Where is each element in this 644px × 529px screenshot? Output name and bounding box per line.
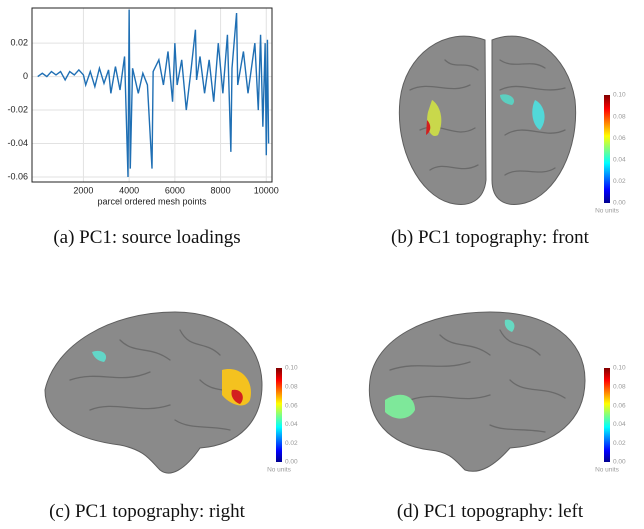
colorbar bbox=[276, 368, 282, 462]
colorbar-tick-label: 0.04 bbox=[285, 421, 298, 428]
x-tick-label: 2000 bbox=[73, 185, 93, 195]
x-tick-label: 10000 bbox=[254, 185, 279, 195]
caption: (d) PC1 topography: left bbox=[397, 501, 584, 522]
colorbar-tick-label: 0.04 bbox=[613, 421, 626, 428]
y-tick-label: 0 bbox=[23, 71, 28, 81]
colorbar-tick-label: 0.08 bbox=[613, 113, 626, 120]
brain-right bbox=[45, 312, 262, 473]
colorbar bbox=[604, 368, 610, 462]
colorbar-unit-label: No units bbox=[267, 467, 292, 474]
brain-front bbox=[399, 36, 575, 204]
data-line bbox=[38, 10, 269, 177]
colorbar-unit-label: No units bbox=[595, 208, 620, 215]
y-tick-label: -0.02 bbox=[7, 104, 28, 114]
colorbar bbox=[604, 95, 610, 203]
figure: 0.02 0 -0.02 -0.04 -0.06 2000 4000 6000 8000 1000… bbox=[0, 0, 644, 529]
y-tick-label: -0.06 bbox=[7, 171, 28, 181]
caption: (a) PC1: source loadings bbox=[53, 227, 240, 248]
caption: (b) PC1 topography: front bbox=[391, 227, 590, 248]
colorbar-tick-label: 0.10 bbox=[613, 365, 626, 372]
colorbar-tick-label: 0.00 bbox=[613, 200, 626, 207]
colorbar-tick-label: 0.10 bbox=[613, 92, 626, 99]
colorbar-tick-label: 0.04 bbox=[613, 157, 626, 164]
colorbar-tick-label: 0.02 bbox=[613, 440, 626, 447]
y-tick-label: 0.02 bbox=[10, 38, 28, 48]
y-tick-label: -0.04 bbox=[7, 138, 28, 148]
colorbar-tick-label: 0.06 bbox=[285, 402, 298, 409]
colorbar-tick-label: 0.06 bbox=[613, 135, 626, 142]
x-axis-label: parcel ordered mesh points bbox=[97, 196, 207, 206]
colorbar-tick-label: 0.00 bbox=[285, 459, 298, 466]
caption: (c) PC1 topography: right bbox=[49, 501, 246, 522]
colorbar-tick-label: 0.00 bbox=[613, 459, 626, 466]
x-tick-label: 6000 bbox=[165, 185, 185, 195]
brain-left bbox=[369, 312, 585, 471]
colorbar-tick-label: 0.06 bbox=[613, 402, 626, 409]
x-tick-label: 8000 bbox=[211, 185, 231, 195]
colorbar-unit-label: No units bbox=[595, 467, 620, 474]
colorbar-tick-label: 0.02 bbox=[285, 440, 298, 447]
x-tick-label: 4000 bbox=[119, 185, 139, 195]
colorbar-tick-label: 0.10 bbox=[285, 365, 298, 372]
colorbar-tick-label: 0.02 bbox=[613, 178, 626, 185]
colorbar-tick-label: 0.08 bbox=[285, 384, 298, 391]
colorbar-tick-label: 0.08 bbox=[613, 384, 626, 391]
